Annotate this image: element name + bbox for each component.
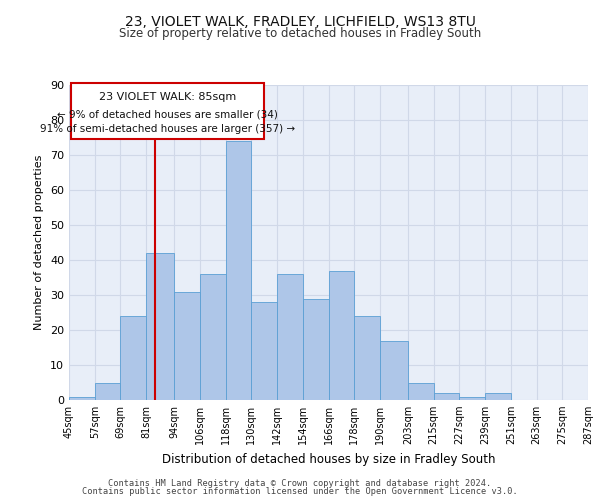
Bar [226,141,251,400]
X-axis label: Distribution of detached houses by size in Fradley South: Distribution of detached houses by size … [162,452,495,466]
Text: ← 9% of detached houses are smaller (34): ← 9% of detached houses are smaller (34) [57,109,278,119]
Bar [277,274,303,400]
Bar [408,382,434,400]
Text: Size of property relative to detached houses in Fradley South: Size of property relative to detached ho… [119,28,481,40]
Text: 23, VIOLET WALK, FRADLEY, LICHFIELD, WS13 8TU: 23, VIOLET WALK, FRADLEY, LICHFIELD, WS1… [125,15,475,29]
Bar [380,340,408,400]
Text: 23 VIOLET WALK: 85sqm: 23 VIOLET WALK: 85sqm [99,92,236,102]
Y-axis label: Number of detached properties: Number of detached properties [34,155,44,330]
Bar [460,396,485,400]
Bar [434,393,460,400]
Bar [95,382,121,400]
Text: 91% of semi-detached houses are larger (357) →: 91% of semi-detached houses are larger (… [40,124,295,134]
Bar [251,302,277,400]
Text: Contains public sector information licensed under the Open Government Licence v3: Contains public sector information licen… [82,487,518,496]
Bar [121,316,146,400]
Bar [485,393,511,400]
Text: Contains HM Land Registry data © Crown copyright and database right 2024.: Contains HM Land Registry data © Crown c… [109,478,491,488]
Bar [354,316,380,400]
Bar [200,274,226,400]
Bar [303,298,329,400]
Bar [146,253,174,400]
Bar [329,270,354,400]
FancyBboxPatch shape [71,83,264,139]
Bar [69,396,95,400]
Bar [174,292,200,400]
